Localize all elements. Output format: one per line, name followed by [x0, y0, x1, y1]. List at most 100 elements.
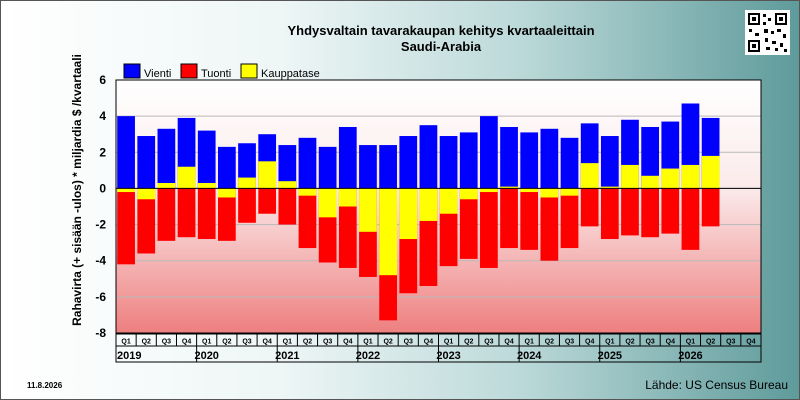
quarter-tick-label: Q4	[504, 339, 513, 346]
vienti-bar	[379, 145, 397, 189]
vienti-bar	[338, 126, 357, 189]
quarter-tick-label: Q1	[283, 339, 292, 346]
quarter-tick-label: Q1	[605, 339, 614, 346]
tuonti-bar	[661, 188, 680, 234]
quarter-tick-label: Q4	[666, 339, 675, 346]
kauppatase-bar	[701, 155, 720, 189]
chart-subtitle: Saudi-Arabia	[400, 39, 482, 54]
y-tick-label: -4	[95, 254, 106, 268]
chart-title: Yhdysvaltain tavarakaupan kehitys kvarta…	[287, 23, 595, 38]
kauppatase-bar	[500, 186, 518, 189]
source-label: Lähde: US Census Bureau	[645, 378, 788, 392]
kauppatase-bar	[359, 188, 377, 232]
y-axis-label: Rahavirta (+ sisään -ulos) * miljardia $…	[70, 54, 84, 326]
quarter-tick-label: Q2	[303, 339, 312, 346]
tuonti-bar	[580, 188, 599, 227]
vienti-bar	[157, 128, 176, 189]
quarter-tick-label: Q2	[706, 339, 715, 346]
vienti-bar	[298, 137, 317, 189]
kauppatase-bar	[117, 188, 135, 193]
kauppatase-bar	[419, 188, 438, 221]
y-tick-label: 6	[99, 73, 106, 87]
tuonti-bar	[681, 188, 700, 250]
tuonti-bar	[459, 188, 478, 259]
quarter-tick-label: Q1	[686, 339, 695, 346]
vienti-bar	[137, 136, 156, 189]
quarter-tick-label: Q3	[726, 339, 735, 346]
kauppatase-bar	[217, 188, 236, 198]
quarter-tick-label: Q2	[383, 339, 392, 346]
qr-code-icon	[745, 10, 790, 55]
vienti-bar	[600, 136, 619, 189]
y-tick-label: -8	[95, 326, 106, 340]
tuonti-bar	[298, 188, 317, 249]
quarter-tick-label: Q1	[363, 339, 372, 346]
vienti-legend-label: Vienti	[144, 68, 171, 80]
kauppatase-bar	[439, 188, 458, 214]
quarter-tick-label: Q1	[525, 339, 534, 346]
quarter-tick-label: Q1	[444, 339, 453, 346]
vienti-bar	[480, 116, 498, 189]
vienti-bar	[419, 125, 438, 189]
quarter-tick-label: Q4	[263, 339, 272, 346]
tuonti-bar	[600, 188, 619, 240]
tuonti-bar	[560, 188, 579, 249]
vienti-bar	[439, 136, 458, 189]
tuonti-bar	[117, 188, 135, 265]
quarter-tick-label: Q4	[746, 339, 755, 346]
kauppatase-bar	[238, 177, 256, 189]
tuonti-bar	[621, 188, 639, 236]
kauppatase-bar	[661, 168, 680, 189]
quarter-tick-label: Q2	[545, 339, 554, 346]
year-tick-label: 2025	[598, 350, 622, 362]
quarter-tick-label: Q2	[142, 339, 151, 346]
tuonti-bar	[480, 188, 498, 268]
year-tick-label: 2024	[517, 350, 542, 362]
quarter-tick-label: Q1	[121, 339, 130, 346]
tuonti-bar	[641, 188, 660, 238]
kauppatase-bar	[480, 188, 498, 193]
kauppatase-bar	[600, 186, 619, 189]
tuonti-bar	[701, 188, 720, 227]
vienti-bar	[399, 136, 418, 189]
tuonti-bar	[500, 188, 518, 249]
quarter-tick-label: Q1	[202, 339, 211, 346]
tuonti-bar	[540, 188, 559, 261]
vienti-legend-swatch	[123, 63, 141, 79]
kauppatase-bar	[157, 183, 176, 189]
plot-border	[115, 79, 762, 334]
tuonti-bar	[177, 188, 196, 238]
tuonti-bar	[238, 188, 256, 223]
vienti-bar	[500, 126, 518, 189]
quarter-tick-label: Q3	[645, 339, 654, 346]
kauppatase-bar	[560, 188, 579, 196]
tuonti-bar	[338, 188, 357, 268]
kauppatase-bar	[399, 188, 418, 240]
year-tick-label: 2020	[194, 350, 218, 362]
vienti-bar	[459, 132, 478, 189]
y-tick-label: -2	[95, 218, 106, 232]
tuonti-bar	[278, 188, 297, 225]
quarter-tick-label: Q4	[424, 339, 433, 346]
kauppatase-bar	[298, 188, 317, 196]
kauppatase-bar	[197, 183, 216, 189]
tuonti-legend-label: Tuonti	[201, 68, 231, 80]
quarter-tick-label: Q2	[222, 339, 231, 346]
quarter-tick-label: Q3	[404, 339, 413, 346]
tuonti-bar	[157, 188, 176, 241]
tuonti-bar	[137, 188, 156, 254]
kauppatase-legend-label: Kauppatase	[261, 68, 320, 80]
tuonti-bar	[520, 188, 539, 250]
vienti-bar	[238, 143, 256, 189]
vienti-bar	[278, 145, 297, 189]
quarter-tick-label: Q4	[182, 339, 191, 346]
vienti-bar	[641, 126, 660, 189]
kauppatase-bar	[318, 188, 337, 218]
quarter-tick-label: Q2	[625, 339, 634, 346]
quarter-tick-label: Q3	[162, 339, 171, 346]
vienti-bar	[117, 116, 135, 189]
kauppatase-bar	[338, 188, 357, 207]
vienti-bar	[540, 128, 559, 189]
